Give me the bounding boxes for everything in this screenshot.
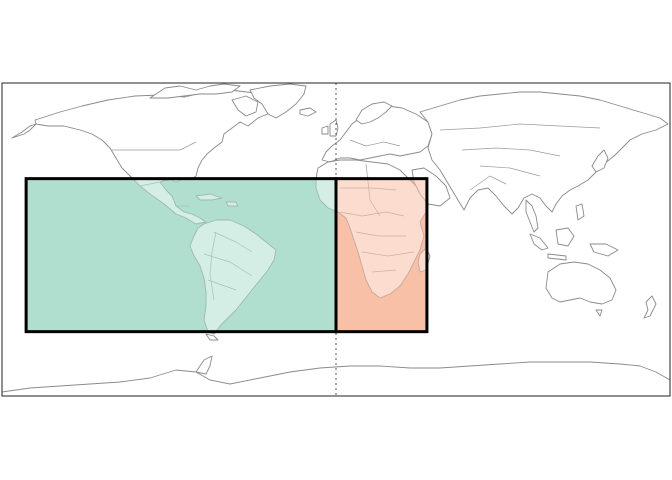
ireland (321, 125, 329, 135)
sumatra (529, 233, 549, 251)
malay-peninsula (525, 199, 539, 233)
region-outline-africa (334, 177, 429, 334)
tierra-del-fuego (205, 333, 219, 341)
arctic-archipelago (149, 83, 241, 99)
baffin-island (231, 95, 259, 117)
new-zealand (643, 295, 657, 319)
scandinavia (355, 101, 393, 125)
greenland (249, 83, 307, 119)
new-guinea (589, 243, 619, 257)
australia (545, 261, 617, 305)
java (547, 253, 567, 261)
map-frame (1, 82, 671, 397)
tasmania (595, 309, 603, 317)
alaska-peninsula (11, 123, 37, 139)
borneo (555, 227, 575, 247)
region-outlines (24, 177, 429, 334)
region-outline-americas-atlantic (24, 177, 338, 334)
philippines (575, 203, 585, 221)
iceland (299, 107, 317, 117)
antarctic-peninsula (195, 355, 213, 375)
japan (591, 149, 609, 173)
